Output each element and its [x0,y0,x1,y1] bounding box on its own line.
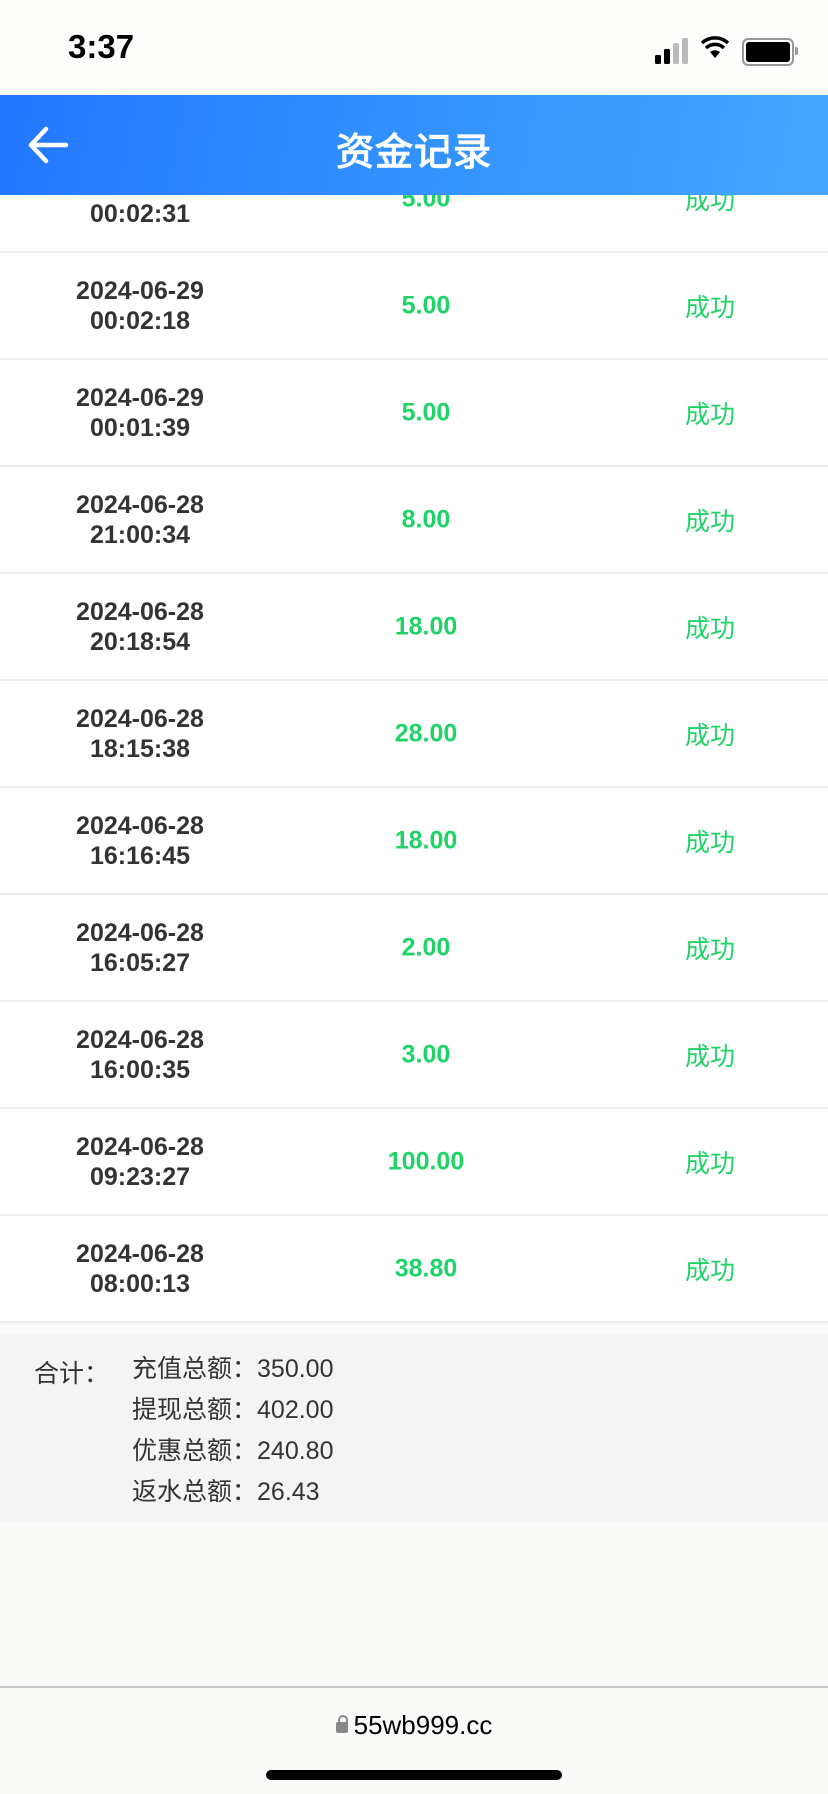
summary-items: 充值总额：350.00 提现总额：402.00 优惠总额：240.80 返水总额：26… [132,1354,333,1518]
lock-icon [335,1715,348,1733]
record-date: 2024-06-28 [76,1025,204,1054]
record-amount: 8.00 [401,505,451,533]
home-indicator[interactable] [266,1770,562,1780]
record-date: 2024-06-28 [76,490,204,519]
record-time: 16:16:45 [89,841,191,870]
browser-bar: 55wb999.cc [0,1686,828,1794]
record-datetime: 2024-06-28 09:23:27 [40,1132,240,1192]
record-time: 20:18:54 [89,627,191,656]
record-status: 成功 [684,935,735,964]
record-amount: 5.00 [401,291,451,319]
record-date: 2024-06-29 [76,383,204,412]
record-time: 16:00:35 [89,1055,191,1084]
summary-item: 提现总额：402.00 [132,1395,333,1436]
record-status: 成功 [684,507,735,536]
record-time: 08:00:13 [89,1269,191,1298]
table-row: 2024-06-28 18:15:38 28.00 成功 [0,681,828,788]
summary-item-label: 返水总额： [132,1478,258,1506]
record-amount: 18.00 [394,826,458,854]
table-row: 2024-06-28 21:00:34 8.00 成功 [0,467,828,574]
record-datetime: 2024-06-28 08:00:13 [40,1239,240,1299]
record-date: 2024-06-29 [76,276,204,305]
clock: 3:37 [68,28,135,65]
record-status: 成功 [684,293,735,322]
record-status: 成功 [684,1149,735,1178]
summary-panel: 合计： 充值总额：350.00 提现总额：402.00 优惠总额：240.80 返水总… [0,1334,828,1522]
record-status: 成功 [684,614,735,643]
record-time: 21:00:34 [89,520,191,549]
record-time: 00:01:39 [89,413,191,442]
record-amount: 28.00 [394,719,458,747]
record-date: 2024-06-28 [76,918,204,947]
record-datetime: 2024-06-29 00:01:39 [40,383,240,443]
record-amount: 5.00 [401,398,451,426]
wifi-icon [700,36,730,58]
table-row: 2024-06-28 16:16:45 18.00 成功 [0,788,828,895]
summary-item-value: 402.00 [257,1396,334,1424]
table-row: 2024-06-28 08:00:13 38.80 成功 [0,1216,828,1323]
url-bar[interactable]: 55wb999.cc [0,1710,828,1741]
record-date: 2024-06-28 [76,704,204,733]
status-bar: 3:37 [0,0,828,95]
summary-item-value: 350.00 [257,1355,334,1383]
summary-item: 返水总额：26.43 [132,1477,333,1518]
record-status: 成功 [684,400,735,429]
record-time: 16:05:27 [89,948,191,977]
record-time: 00:02:31 [89,199,191,228]
record-status: 成功 [684,1042,735,1071]
record-date: 2024-06-28 [76,1132,204,1161]
record-status: 成功 [684,721,735,750]
record-datetime: 00:02:31 [40,169,240,229]
record-datetime: 2024-06-28 21:00:34 [40,490,240,550]
table-row: 2024-06-28 20:18:54 18.00 成功 [0,574,828,681]
record-datetime: 2024-06-28 18:15:38 [40,704,240,764]
arrow-left-icon[interactable] [26,123,70,167]
summary-item-value: 26.43 [257,1478,320,1506]
url-text: 55wb999.cc [353,1710,493,1740]
table-row: 2024-06-29 00:02:18 5.00 成功 [0,253,828,360]
summary-label: 合计： [34,1360,110,1388]
record-time: 09:23:27 [89,1162,191,1191]
record-datetime: 2024-06-28 20:18:54 [40,597,240,657]
record-time: 00:02:18 [89,306,191,335]
record-date: 2024-06-28 [76,811,204,840]
summary-item: 充值总额：350.00 [132,1354,333,1395]
record-date: 2024-06-28 [76,597,204,626]
summary-item-value: 240.80 [257,1437,334,1465]
record-datetime: 2024-06-29 00:02:18 [40,276,240,336]
record-amount: 18.00 [394,612,458,640]
record-status: 成功 [684,828,735,857]
table-row: 2024-06-28 09:23:27 100.00 成功 [0,1109,828,1216]
summary-item: 优惠总额：240.80 [132,1436,333,1477]
summary-item-label: 充值总额： [132,1355,258,1383]
record-time: 18:15:38 [89,734,191,763]
record-amount: 100.00 [387,1147,465,1175]
record-status: 成功 [684,1256,735,1285]
record-datetime: 2024-06-28 16:00:35 [40,1025,240,1085]
page-title: 资金记录 [335,132,492,174]
record-amount: 38.80 [394,1254,458,1282]
record-date: 2024-06-28 [76,1239,204,1268]
summary-item-label: 提现总额： [132,1396,258,1424]
cellular-signal-icon [655,38,688,64]
record-datetime: 2024-06-28 16:16:45 [40,811,240,871]
table-row: 2024-06-28 16:00:35 3.00 成功 [0,1002,828,1109]
summary-item-label: 优惠总额： [132,1437,258,1465]
record-datetime: 2024-06-28 16:05:27 [40,918,240,978]
table-row: 2024-06-29 00:01:39 5.00 成功 [0,360,828,467]
record-amount: 3.00 [401,1040,451,1068]
record-list: 00:02:31 5.00 成功 2024-06-29 00:02:18 5.0… [0,146,828,1323]
table-row: 2024-06-28 16:05:27 2.00 成功 [0,895,828,1002]
header: 资金记录 [0,95,828,195]
battery-icon [742,38,798,66]
record-amount: 2.00 [401,933,451,961]
